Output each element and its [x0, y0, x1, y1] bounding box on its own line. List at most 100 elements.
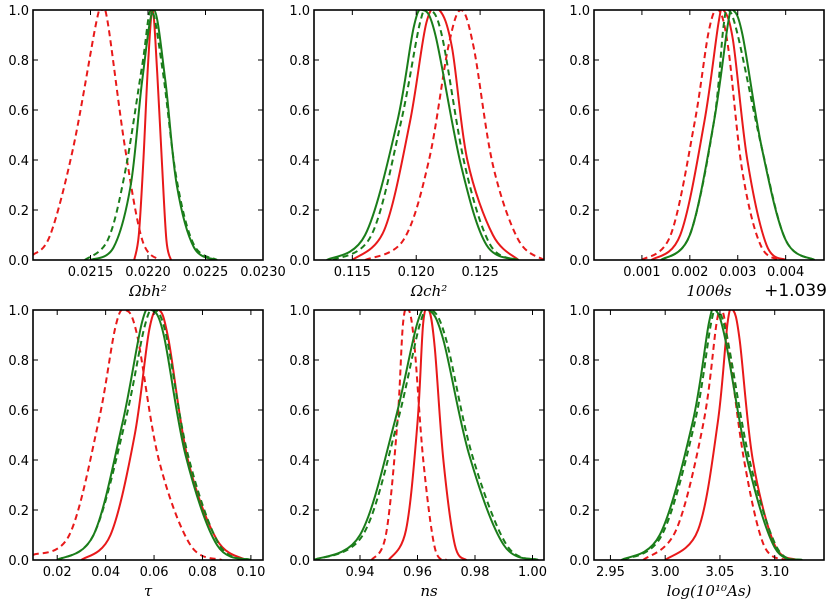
y-tick-label: 0.6 — [569, 104, 590, 119]
panel-3: 0.0 0.2 0.4 0.6 0.8 1.0 0.001 0.002 0.003 0.004 10… — [569, 4, 827, 301]
series-group — [314, 310, 539, 560]
series-green-solid — [56, 310, 252, 560]
x-axis-label: Ωbh² — [128, 282, 167, 300]
series-green-solid — [314, 310, 539, 560]
x-axis-offset-label: +1.039 — [764, 281, 827, 301]
series-green-solid — [90, 10, 218, 260]
x-axis-label: ns — [420, 582, 438, 600]
x-tick-label: 0.04 — [91, 565, 120, 580]
x-tick-label: 0.001 — [623, 265, 660, 280]
y-tick-label: 0.0 — [289, 554, 310, 569]
x-axis-label: Ωch² — [410, 282, 448, 300]
series-red-dashed — [641, 10, 787, 260]
x-axis-label: 100θs — [686, 282, 732, 300]
x-tick-label: 0.004 — [767, 265, 804, 280]
panel-5: 0.0 0.2 0.4 0.6 0.8 1.0 0.94 0.96 0.98 1.00 ns — [289, 304, 547, 600]
y-tick-label: 0.8 — [569, 354, 590, 369]
x-tick-label: 0.115 — [334, 265, 371, 280]
y-tick-label: 0.6 — [8, 404, 29, 419]
x-tick-label: 3.05 — [705, 565, 734, 580]
x-tick-label: 0.003 — [719, 265, 756, 280]
series-red-solid — [650, 10, 787, 260]
series-green-solid — [620, 310, 803, 560]
series-group — [33, 10, 218, 260]
x-tick-label: 0.06 — [140, 565, 169, 580]
x-tick-label: 0.0215 — [68, 265, 114, 280]
series-group — [33, 310, 252, 560]
axes-frame — [593, 309, 825, 561]
x-tick-label: 0.0220 — [125, 265, 171, 280]
y-tick-label: 0.6 — [569, 404, 590, 419]
series-group — [326, 10, 544, 260]
x-axis-label: log(10¹⁰As) — [667, 582, 752, 600]
panel-1: 0.0 0.2 0.4 0.6 0.8 1.0 0.0215 0.0220 0.0225 0.02… — [8, 4, 285, 300]
series-red-dashed — [370, 310, 447, 560]
y-tick-label: 0.0 — [8, 254, 29, 269]
axes-frame — [593, 9, 825, 261]
panel-4: 0.0 0.2 0.4 0.6 0.8 1.0 0.02 0.04 0.06 0.08 0.10 τ — [8, 304, 265, 600]
series-group — [641, 10, 815, 260]
x-tick-label: 2.95 — [596, 565, 625, 580]
axes-frame — [32, 9, 264, 261]
x-tick-label: 0.120 — [398, 265, 435, 280]
y-tick-label: 0.2 — [569, 504, 590, 519]
series-green-dashed — [84, 10, 218, 260]
series-red-solid — [387, 310, 468, 560]
x-tick-label: 0.002 — [671, 265, 708, 280]
y-tick-label: 0.0 — [8, 554, 29, 569]
x-tick-label: 0.98 — [461, 565, 490, 580]
y-tick-label: 0.4 — [289, 454, 310, 469]
panel-2: 0.0 0.2 0.4 0.6 0.8 1.0 0.115 0.120 0.125 Ωch² — [289, 4, 545, 300]
x-tick-label: 0.08 — [188, 565, 217, 580]
series-green-dashed — [314, 310, 539, 560]
series-red-solid — [351, 10, 520, 260]
y-tick-label: 1.0 — [8, 304, 29, 319]
y-tick-label: 0.8 — [569, 54, 590, 69]
x-tick-label: 0.0225 — [183, 265, 229, 280]
y-tick-label: 0.2 — [289, 204, 310, 219]
y-tick-label: 0.6 — [289, 404, 310, 419]
x-tick-label: 0.96 — [403, 565, 432, 580]
y-tick-label: 0.2 — [569, 204, 590, 219]
series-green-dashed — [332, 10, 519, 260]
x-tick-label: 0.125 — [462, 265, 499, 280]
panel-6: 0.0 0.2 0.4 0.6 0.8 1.0 2.95 3.00 3.05 3.10 log(10… — [569, 304, 825, 600]
axes-frame — [32, 309, 264, 561]
x-tick-label: 0.0230 — [240, 265, 286, 280]
y-tick-label: 0.4 — [8, 454, 29, 469]
y-tick-label: 0.0 — [289, 254, 310, 269]
series-red-dashed — [33, 310, 223, 560]
series-group — [620, 310, 803, 560]
axes-frame — [313, 309, 545, 561]
y-tick-label: 0.8 — [289, 354, 310, 369]
x-tick-label: 1.00 — [518, 565, 547, 580]
y-tick-label: 0.4 — [8, 154, 29, 169]
y-tick-label: 0.4 — [289, 154, 310, 169]
y-tick-label: 0.4 — [569, 454, 590, 469]
y-tick-label: 0.6 — [289, 104, 310, 119]
x-tick-label: 0.02 — [43, 565, 72, 580]
y-tick-label: 1.0 — [8, 4, 29, 19]
y-tick-label: 1.0 — [569, 304, 590, 319]
axes-frame — [313, 9, 545, 261]
y-tick-label: 0.8 — [8, 354, 29, 369]
y-tick-label: 1.0 — [289, 4, 310, 19]
y-tick-label: 0.2 — [8, 504, 29, 519]
y-tick-label: 0.0 — [569, 554, 590, 569]
x-tick-label: 3.10 — [760, 565, 789, 580]
y-tick-label: 0.2 — [8, 204, 29, 219]
y-tick-label: 0.4 — [569, 154, 590, 169]
y-tick-label: 1.0 — [569, 4, 590, 19]
x-tick-label: 3.00 — [651, 565, 680, 580]
y-tick-label: 0.6 — [8, 104, 29, 119]
series-red-solid — [133, 10, 172, 260]
x-tick-label: 0.10 — [236, 565, 265, 580]
y-tick-label: 0.8 — [289, 54, 310, 69]
series-red-dashed — [33, 10, 161, 260]
y-tick-label: 0.2 — [289, 504, 310, 519]
series-red-dashed — [642, 310, 787, 560]
x-tick-label: 0.94 — [346, 565, 375, 580]
series-red-solid — [664, 310, 798, 560]
y-tick-label: 0.8 — [8, 54, 29, 69]
